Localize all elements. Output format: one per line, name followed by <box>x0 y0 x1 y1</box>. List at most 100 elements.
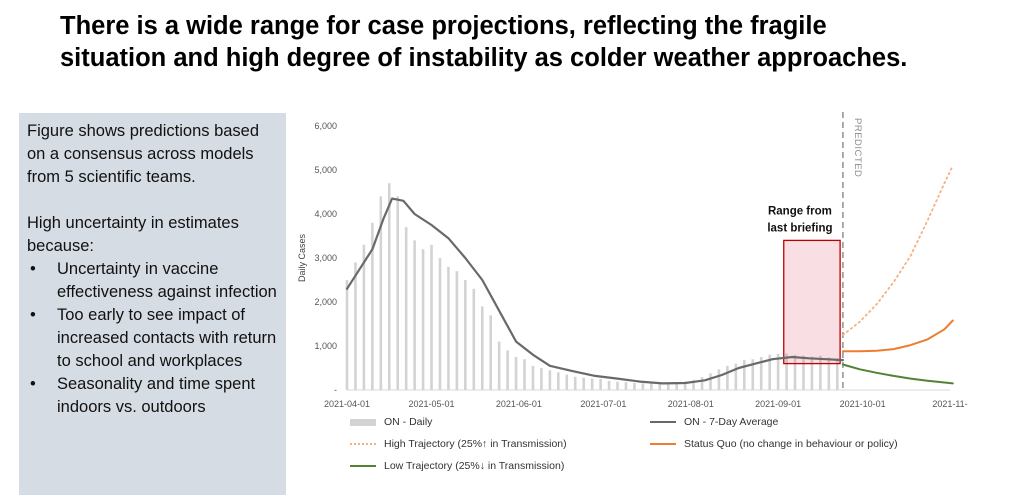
bullet-marker: • <box>30 375 36 393</box>
daily-bar <box>776 353 780 390</box>
y-tick-label: 1,000 <box>314 341 337 351</box>
daily-bar <box>362 244 366 390</box>
daily-bar <box>717 369 721 390</box>
daily-bar <box>616 381 619 390</box>
daily-bar <box>345 280 349 390</box>
daily-bar <box>413 240 416 390</box>
seven-day-average-line <box>345 197 844 385</box>
slide-title-line-1: There is a wide range for case projectio… <box>60 12 827 40</box>
daily-bar <box>565 374 569 390</box>
daily-bar <box>802 355 805 390</box>
daily-bar <box>421 249 425 390</box>
daily-bar <box>633 382 636 390</box>
legend-label-high: High Trajectory (25%↑ in Transmission) <box>384 438 567 450</box>
daily-bar <box>641 383 645 390</box>
x-tick-label: 2021-06-01 <box>496 399 542 409</box>
y-axis-title: Daily Cases <box>297 233 307 282</box>
daily-bar <box>447 266 450 390</box>
daily-bar <box>489 315 493 390</box>
daily-bar <box>700 377 704 390</box>
daily-bar <box>827 357 831 390</box>
legend-item-7day: ON - 7-Day Average <box>650 416 778 428</box>
y-tick-label: 3,000 <box>314 253 337 263</box>
daily-bar <box>743 360 746 390</box>
daily-bar <box>599 379 602 390</box>
case-projection-chart: - 1,000 2,000 3,000 4,000 5,000 6,000 Daily Cas… <box>297 112 968 409</box>
daily-bar <box>751 359 755 390</box>
daily-bar <box>658 383 662 390</box>
legend-item-status-quo: Status Quo (no change in behaviour or po… <box>650 438 898 450</box>
bullet-marker: • <box>30 306 36 324</box>
daily-bar <box>819 355 822 390</box>
x-tick-label: 2021-05-01 <box>409 399 455 409</box>
y-tick-label: 5,000 <box>314 165 337 175</box>
daily-bar <box>835 358 839 390</box>
x-tick-label: 2021-04-01 <box>324 399 370 409</box>
legend-item-daily: ON - Daily <box>350 416 432 428</box>
legend-label-low: Low Trajectory (25%↓ in Transmission) <box>384 460 565 472</box>
predicted-label: PREDICTED <box>852 118 863 177</box>
chart-legend: ON - Daily ON - 7-Day Average High Traje… <box>350 416 1010 480</box>
daily-bar <box>650 383 653 390</box>
daily-bar <box>793 354 797 390</box>
list-item: • Seasonality and time spent indoors vs. … <box>27 373 278 419</box>
daily-bar <box>464 280 467 390</box>
legend-swatch-daily <box>350 418 376 426</box>
daily-bar <box>557 372 560 390</box>
uncertainty-heading: High uncertainty in estimates because: <box>27 214 239 255</box>
list-item: • Too early to see impact of increased co… <box>27 304 278 373</box>
legend-label-daily: ON - Daily <box>384 416 433 428</box>
daily-bar <box>472 288 476 390</box>
daily-bar <box>734 363 738 390</box>
daily-bar <box>692 380 695 390</box>
daily-bar <box>726 365 729 390</box>
legend-label-status-quo: Status Quo (no change in behaviour or po… <box>684 438 898 450</box>
briefing-range-box <box>783 239 841 365</box>
daily-bar <box>430 244 433 390</box>
x-tick-label: 2021-09-01 <box>755 399 801 409</box>
daily-bar <box>455 271 459 390</box>
info-panel: Figure shows predictions based on a cons… <box>19 113 286 495</box>
high-trajectory-line <box>842 164 954 336</box>
daily-bar <box>709 373 712 390</box>
legend-item-low: Low Trajectory (25%↓ in Transmission) <box>350 460 564 472</box>
daily-bar <box>396 196 400 390</box>
intro-text: Figure shows predictions based on a cons… <box>27 122 260 186</box>
y-tick-label: 4,000 <box>314 209 337 219</box>
slide-title-line-2: situation and high degree of instability… <box>60 44 908 72</box>
daily-bar <box>785 353 788 390</box>
daily-bar <box>683 381 687 390</box>
y-tick-label: 6,000 <box>314 121 337 131</box>
daily-bar <box>480 306 484 390</box>
status-quo-line <box>841 319 954 353</box>
legend-swatch-high <box>350 443 376 445</box>
daily-bar <box>590 378 594 390</box>
legend-label-7day: ON - 7-Day Average <box>684 416 779 428</box>
daily-bar <box>624 382 628 390</box>
daily-bar <box>371 222 374 390</box>
legend-swatch-status-quo <box>650 443 676 445</box>
daily-bar <box>531 365 535 390</box>
daily-bar <box>675 382 678 390</box>
annotation-label-line-1: Range from <box>768 205 832 217</box>
daily-bar <box>506 350 509 390</box>
x-tick-label: 2021-08-01 <box>668 399 714 409</box>
daily-bar <box>438 258 442 390</box>
daily-bar <box>523 359 526 390</box>
bullet-text: Uncertainty in vaccine effectiveness aga… <box>57 260 277 301</box>
legend-item-high: High Trajectory (25%↑ in Transmission) <box>350 438 567 450</box>
y-tick-label: - <box>334 385 337 395</box>
daily-bar <box>573 376 577 390</box>
slide-title: There is a wide range for case projectio… <box>60 10 1010 74</box>
daily-bar <box>404 227 408 390</box>
bullet-text: Seasonality and time spent indoors vs. o… <box>57 375 256 416</box>
daily-bar <box>810 356 814 390</box>
x-tick-label: 2021-07-01 <box>580 399 626 409</box>
daily-bar <box>768 354 771 390</box>
daily-bar <box>759 357 763 390</box>
daily-bar <box>514 357 518 390</box>
daily-bar <box>582 377 585 390</box>
y-tick-label: 2,000 <box>314 297 337 307</box>
legend-swatch-7day <box>650 421 676 423</box>
annotation-label-line-2: last briefing <box>767 222 832 234</box>
